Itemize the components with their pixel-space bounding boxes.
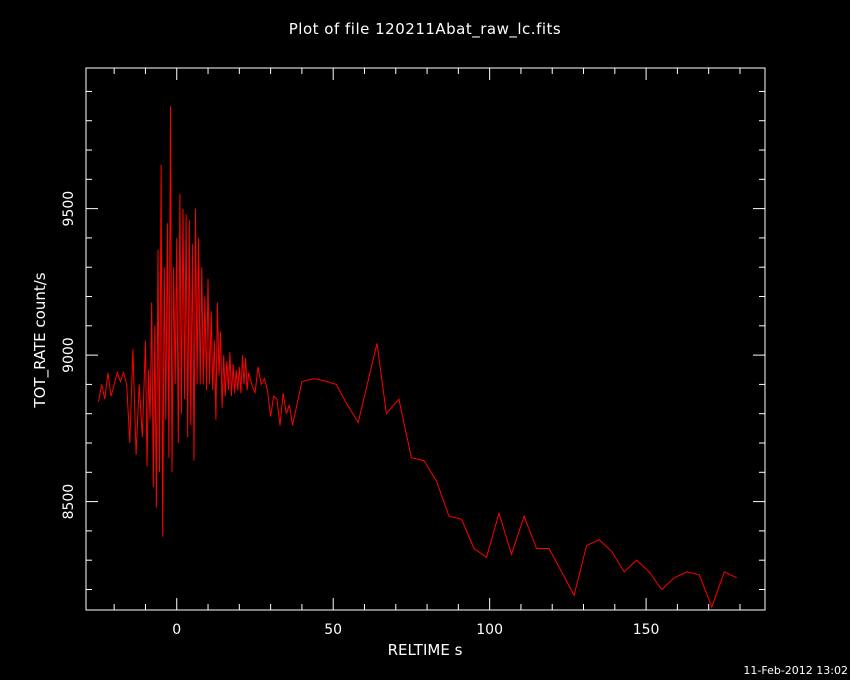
axis-ticks [86,68,765,610]
chart-title: Plot of file 120211Abat_raw_lc.fits [288,20,562,38]
plot-frame [85,67,766,611]
x-axis-label: RELTIME s [388,641,463,659]
y-axis-label: TOT_RATE count/s [31,272,50,408]
x-tick-label: 150 [633,622,660,638]
x-tick-label: 0 [172,622,181,638]
y-tick-label: 8500 [61,484,77,520]
y-tick-label: 9000 [61,337,77,373]
series-line-0 [98,106,738,609]
y-tick-label: 9500 [61,191,77,227]
x-tick-label: 50 [324,622,342,638]
x-tick-label: 100 [476,622,503,638]
timestamp: 11-Feb-2012 13:02 [743,664,848,677]
axis-tick-labels: 0 50 100 150 8500 9000 9500 [61,191,659,638]
plot-area [85,67,766,611]
